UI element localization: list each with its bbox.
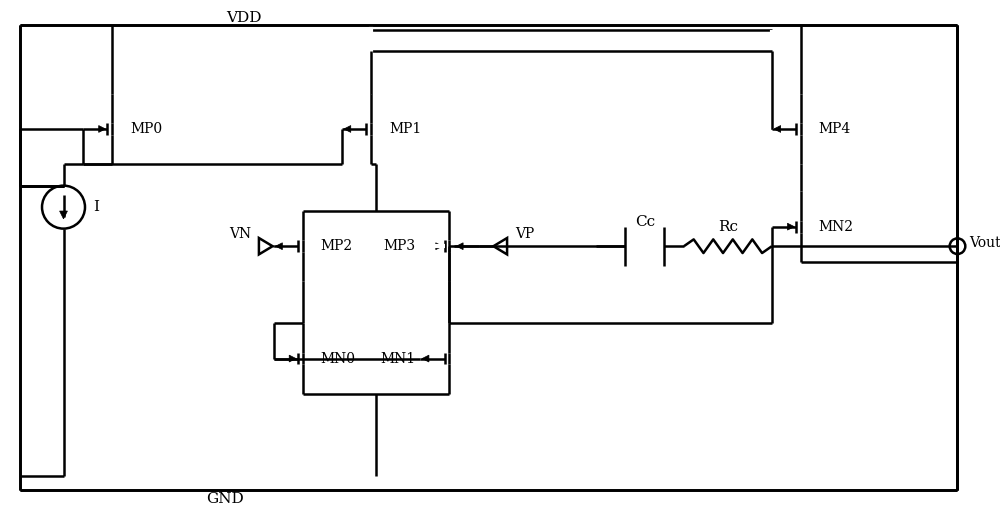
Polygon shape (436, 243, 443, 250)
Polygon shape (344, 125, 351, 133)
Text: MN1: MN1 (380, 351, 415, 365)
Text: MP4: MP4 (819, 122, 851, 136)
Text: VN: VN (229, 228, 251, 241)
Polygon shape (774, 125, 781, 133)
Polygon shape (422, 355, 429, 362)
Text: MN0: MN0 (320, 351, 355, 365)
Text: Vout: Vout (969, 236, 1000, 250)
Text: GND: GND (206, 492, 244, 506)
Text: Cc: Cc (635, 215, 655, 229)
Polygon shape (60, 211, 67, 219)
Text: I: I (93, 200, 99, 214)
Text: MP0: MP0 (130, 122, 162, 136)
Polygon shape (289, 355, 296, 362)
Polygon shape (99, 125, 106, 133)
Text: MP3: MP3 (383, 239, 415, 253)
Polygon shape (456, 243, 463, 250)
Text: VP: VP (515, 228, 534, 241)
Text: MP2: MP2 (320, 239, 353, 253)
Polygon shape (787, 223, 794, 230)
Text: MP1: MP1 (389, 122, 421, 136)
Polygon shape (276, 243, 282, 250)
Text: MN2: MN2 (819, 220, 854, 234)
Text: VDD: VDD (227, 11, 262, 25)
Text: Rc: Rc (718, 220, 738, 234)
